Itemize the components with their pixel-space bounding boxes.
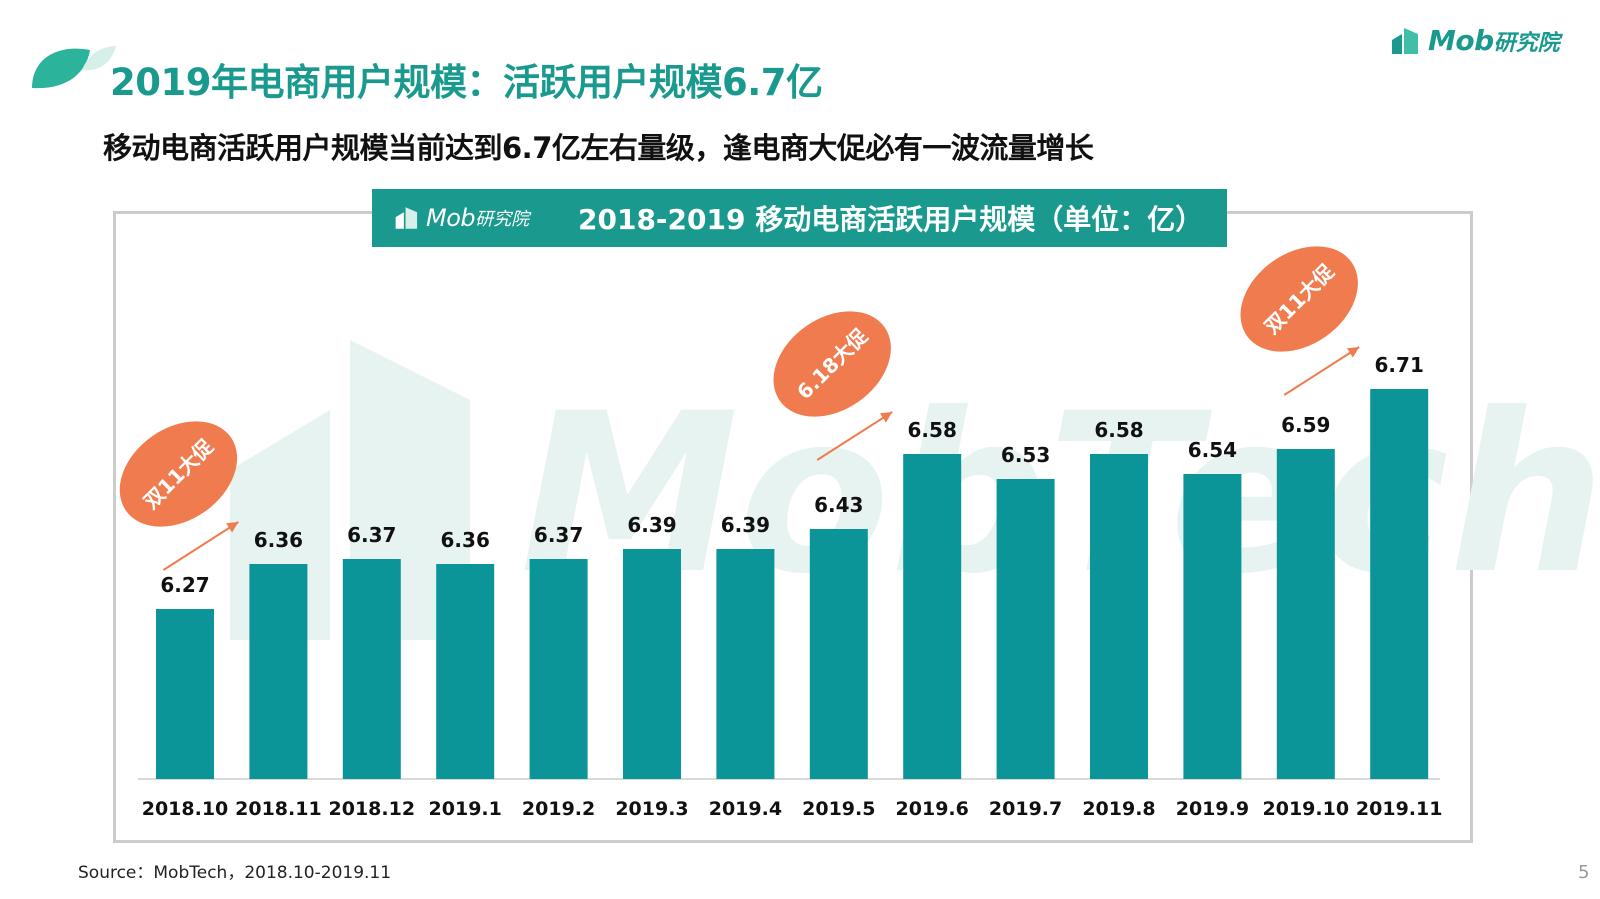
promo-badge bbox=[773, 311, 891, 417]
source-note: Source：MobTech，2018.10-2019.11 bbox=[78, 863, 392, 883]
bar bbox=[903, 454, 962, 779]
data-label: 6.43 bbox=[814, 493, 863, 517]
data-label: 6.58 bbox=[908, 418, 957, 442]
x-tick-label: 2019.9 bbox=[1176, 798, 1249, 820]
x-tick-label: 2019.4 bbox=[709, 798, 782, 820]
chart-title-bar: Mob 研究院 2018-2019 移动电商活跃用户规模（单位：亿） bbox=[372, 189, 1227, 247]
promo-annotation: 双11大促 bbox=[1240, 246, 1360, 396]
bar bbox=[1370, 389, 1429, 779]
watermark-text: MobTech bbox=[520, 366, 1600, 622]
bar bbox=[1183, 474, 1242, 779]
x-tick-label: 2018.12 bbox=[329, 798, 416, 820]
promo-arrow-head-icon bbox=[879, 412, 893, 423]
data-label: 6.36 bbox=[441, 528, 490, 552]
chart-header-brand: Mob bbox=[426, 204, 476, 232]
data-label: 6.39 bbox=[721, 513, 770, 537]
promo-arrow-head-icon bbox=[1346, 347, 1360, 358]
chart-header-brand-cn: 研究院 bbox=[475, 209, 530, 230]
promo-badge bbox=[1240, 246, 1358, 352]
bar bbox=[436, 564, 495, 779]
bar bbox=[156, 609, 214, 779]
page-title: 2019年电商用户规模：活跃用户规模6.7亿 bbox=[110, 61, 823, 104]
data-label: 6.58 bbox=[1094, 418, 1143, 442]
logo-building-icon bbox=[1392, 27, 1418, 54]
logo-brand: Mob bbox=[1428, 24, 1494, 57]
chart-title: 2018-2019 移动电商活跃用户规模（单位：亿） bbox=[578, 203, 1204, 236]
x-tick-label: 2019.2 bbox=[522, 798, 595, 820]
x-tick-label: 2018.11 bbox=[235, 798, 322, 820]
promo-arrow-line bbox=[1283, 346, 1360, 396]
headline: 移动电商活跃用户规模当前达到6.7亿左右量级，逢电商大促必有一波流量增长 bbox=[103, 131, 1094, 165]
x-tick-label: 2019.3 bbox=[615, 798, 688, 820]
chart-header-logo: Mob 研究院 bbox=[394, 204, 554, 232]
data-label: 6.71 bbox=[1375, 353, 1424, 377]
x-tick-label: 2018.10 bbox=[142, 798, 229, 820]
x-tick-labels-group: 2018.10 2018.11 2018.12 2019.1 2019.2 2019.3 2… bbox=[142, 798, 1443, 820]
x-tick-label: 2019.1 bbox=[429, 798, 502, 820]
data-label: 6.27 bbox=[160, 573, 209, 597]
value-labels-group: 6.27 6.36 6.37 6.36 6.37 6.39 6.39 6.43 6.58 6.53… bbox=[160, 353, 1424, 597]
data-label: 6.39 bbox=[627, 513, 676, 537]
promo-arrow-line bbox=[816, 411, 893, 461]
x-tick-label: 2019.10 bbox=[1263, 798, 1350, 820]
bar bbox=[996, 479, 1055, 779]
promo-arrow-line bbox=[162, 521, 239, 571]
data-label: 6.59 bbox=[1281, 413, 1330, 437]
data-label: 6.37 bbox=[347, 523, 396, 547]
promo-arrow-head-icon bbox=[226, 522, 239, 533]
decorative-leaf-icon bbox=[32, 46, 116, 89]
x-tick-label: 2019.8 bbox=[1082, 798, 1155, 820]
bar bbox=[529, 559, 588, 779]
bars-group bbox=[156, 389, 1429, 779]
data-label: 6.54 bbox=[1188, 438, 1237, 462]
bar bbox=[809, 529, 868, 779]
bar bbox=[716, 549, 775, 779]
x-tick-label: 2019.11 bbox=[1356, 798, 1443, 820]
x-tick-label: 2019.6 bbox=[896, 798, 969, 820]
data-label: 6.37 bbox=[534, 523, 583, 547]
bar bbox=[249, 564, 308, 779]
data-label: 6.53 bbox=[1001, 443, 1050, 467]
bar bbox=[1276, 449, 1335, 779]
mob-logo: Mob 研究院 bbox=[1390, 24, 1560, 57]
bar bbox=[1090, 454, 1148, 779]
promo-annotation: 双11大促 bbox=[119, 421, 239, 571]
logo-brand-cn: 研究院 bbox=[1493, 30, 1560, 56]
bar bbox=[342, 559, 401, 779]
promo-annotation: 6.18大促 bbox=[773, 311, 893, 461]
bar bbox=[623, 549, 681, 779]
x-tick-label: 2019.7 bbox=[989, 798, 1062, 820]
promo-badge bbox=[119, 421, 238, 527]
logo-building-icon bbox=[395, 207, 418, 229]
x-tick-label: 2019.5 bbox=[802, 798, 875, 820]
data-label: 6.36 bbox=[254, 528, 303, 552]
page-number: 5 bbox=[1578, 862, 1590, 883]
